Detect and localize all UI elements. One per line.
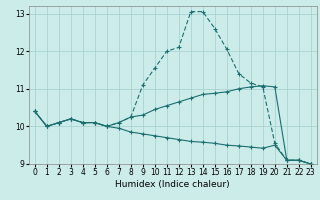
X-axis label: Humidex (Indice chaleur): Humidex (Indice chaleur) bbox=[116, 180, 230, 189]
